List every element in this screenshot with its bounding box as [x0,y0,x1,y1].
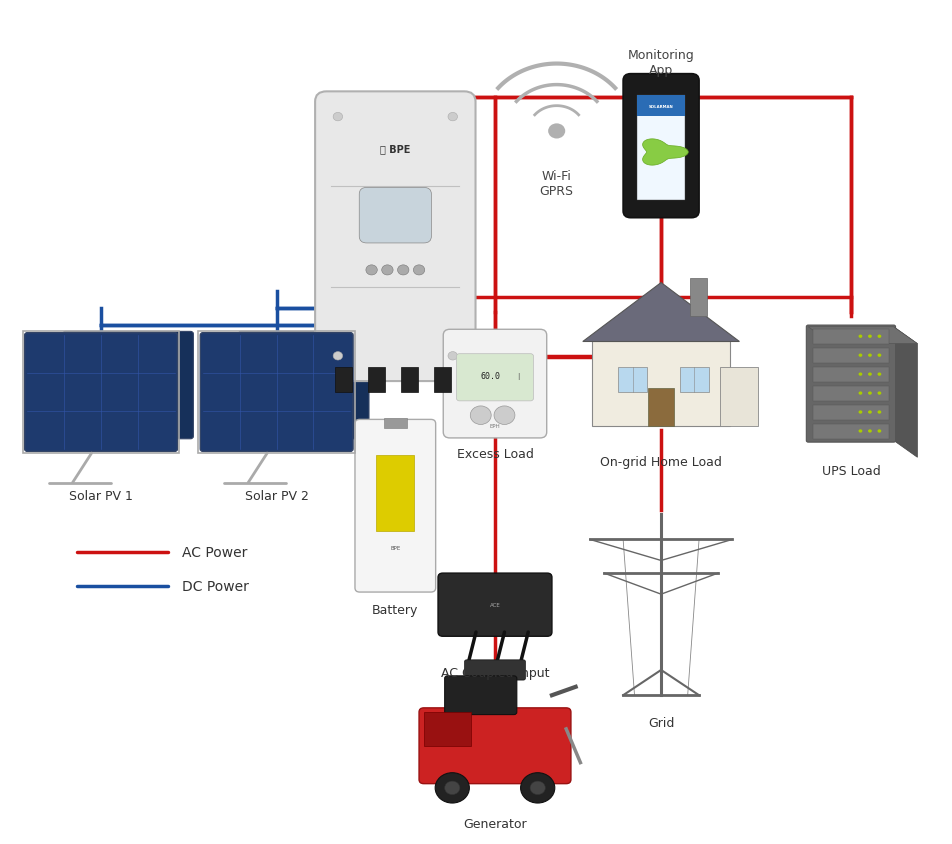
Bar [434,367,451,392]
FancyBboxPatch shape [419,708,571,784]
Circle shape [398,266,409,276]
FancyBboxPatch shape [624,74,699,219]
FancyBboxPatch shape [315,92,476,381]
Text: On-grid Home Load: On-grid Home Load [600,456,722,468]
Bar [334,367,351,392]
Bar [619,367,646,392]
Circle shape [878,335,882,338]
Text: BPE: BPE [390,546,401,550]
Polygon shape [808,327,918,344]
FancyBboxPatch shape [355,420,436,592]
Bar [813,349,889,364]
Circle shape [859,335,863,338]
Text: Wi-Fi
GPRS: Wi-Fi GPRS [540,170,574,197]
Text: 60.0: 60.0 [480,371,500,381]
FancyBboxPatch shape [238,332,369,439]
FancyBboxPatch shape [25,333,177,452]
Circle shape [494,407,515,425]
Circle shape [878,430,882,433]
Bar [592,342,730,426]
Text: Solar PV 1: Solar PV 1 [69,490,133,502]
Bar [638,95,684,116]
Circle shape [878,354,882,358]
Circle shape [530,782,545,795]
FancyBboxPatch shape [200,333,353,452]
Bar [813,406,889,420]
FancyBboxPatch shape [359,188,431,244]
Text: AC Coupled Input: AC Coupled Input [441,666,549,679]
Bar [721,367,759,426]
FancyBboxPatch shape [806,326,896,442]
FancyBboxPatch shape [63,332,193,439]
Bar [813,330,889,344]
Text: SOLARMAN: SOLARMAN [648,105,673,109]
Circle shape [859,373,863,376]
Circle shape [448,113,458,122]
Text: Solar PV 2: Solar PV 2 [245,490,308,502]
Text: EPH: EPH [489,424,501,428]
Circle shape [445,782,460,795]
Bar [647,388,674,426]
FancyBboxPatch shape [438,573,552,636]
Circle shape [868,430,872,433]
Circle shape [859,354,863,358]
Polygon shape [583,284,740,342]
Circle shape [548,124,565,139]
Circle shape [868,373,872,376]
Bar [384,419,407,428]
Text: Generator: Generator [464,817,526,830]
Bar [813,425,889,439]
Circle shape [868,354,872,358]
Bar [813,368,889,382]
Bar [376,456,414,532]
Circle shape [521,773,555,803]
Circle shape [868,392,872,395]
Circle shape [859,392,863,395]
Circle shape [859,430,863,433]
FancyBboxPatch shape [444,330,546,438]
Circle shape [859,411,863,414]
Bar [813,387,889,402]
Circle shape [366,266,377,276]
Text: |: | [518,373,520,380]
Text: ACE: ACE [489,602,501,607]
FancyBboxPatch shape [457,354,533,402]
Circle shape [448,352,458,360]
Bar [401,367,418,392]
Text: Monitoring
App: Monitoring App [627,49,694,77]
Text: Excess Load: Excess Load [457,447,533,460]
Circle shape [333,113,343,122]
Circle shape [435,773,469,803]
Circle shape [333,352,343,360]
Text: UPS Load: UPS Load [822,464,881,477]
Circle shape [382,266,393,276]
Circle shape [868,411,872,414]
FancyBboxPatch shape [465,660,526,680]
Circle shape [878,411,882,414]
Circle shape [878,373,882,376]
Circle shape [413,266,425,276]
Bar [689,279,706,316]
Circle shape [470,407,491,425]
Text: AC Power: AC Power [182,545,248,560]
Polygon shape [643,139,688,166]
Bar [680,367,708,392]
Text: Grid: Grid [648,717,674,729]
Circle shape [878,392,882,395]
Bar [23,332,179,453]
Text: 🐾 BPE: 🐾 BPE [380,143,410,154]
Bar [367,367,385,392]
Text: DC Power: DC Power [182,579,248,593]
FancyBboxPatch shape [445,676,517,715]
Text: Battery: Battery [372,603,419,616]
Circle shape [868,335,872,338]
Polygon shape [894,327,918,457]
Bar [638,95,684,201]
Bar [424,712,471,746]
Bar [198,332,355,453]
